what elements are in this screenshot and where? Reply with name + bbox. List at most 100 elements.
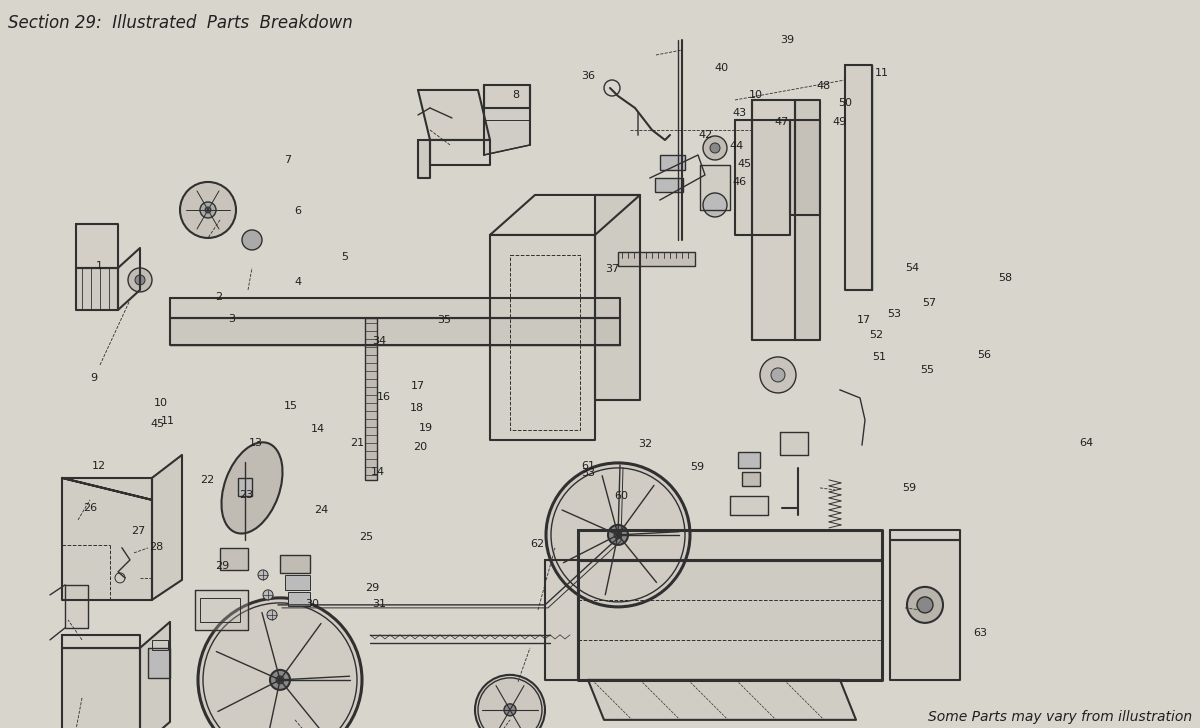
Text: 58: 58 — [998, 273, 1013, 283]
Text: 19: 19 — [419, 423, 433, 433]
Bar — [660, 155, 685, 170]
Polygon shape — [790, 120, 820, 215]
Bar — [200, 598, 240, 622]
Circle shape — [703, 193, 727, 217]
Circle shape — [614, 531, 622, 539]
Text: 31: 31 — [372, 599, 386, 609]
Text: 37: 37 — [605, 264, 619, 274]
Polygon shape — [890, 540, 960, 680]
Polygon shape — [418, 90, 490, 140]
Text: 20: 20 — [413, 442, 427, 452]
Bar — [738, 452, 760, 468]
Text: 46: 46 — [732, 177, 746, 187]
Text: 2: 2 — [215, 292, 222, 302]
Text: 6: 6 — [294, 206, 301, 216]
Text: 36: 36 — [581, 71, 595, 82]
Text: 47: 47 — [774, 117, 788, 127]
Text: 64: 64 — [1079, 438, 1093, 448]
Polygon shape — [62, 648, 140, 728]
Text: 24: 24 — [314, 505, 329, 515]
Text: 23: 23 — [239, 490, 253, 500]
Text: 10: 10 — [749, 90, 763, 100]
Text: 32: 32 — [638, 439, 653, 449]
Text: 10: 10 — [154, 397, 168, 408]
Text: 55: 55 — [920, 365, 935, 375]
Text: 52: 52 — [869, 330, 883, 340]
Text: 33: 33 — [581, 468, 595, 478]
Polygon shape — [170, 318, 620, 345]
Polygon shape — [588, 680, 856, 720]
Text: 12: 12 — [91, 461, 106, 471]
Circle shape — [263, 590, 274, 600]
Polygon shape — [140, 622, 170, 728]
Polygon shape — [418, 140, 430, 178]
Text: 51: 51 — [872, 352, 887, 362]
Circle shape — [258, 570, 268, 580]
Polygon shape — [152, 455, 182, 600]
Text: 59: 59 — [690, 462, 704, 472]
Text: 13: 13 — [248, 438, 263, 448]
Text: 11: 11 — [161, 416, 175, 426]
Text: 8: 8 — [512, 90, 520, 100]
Circle shape — [907, 587, 943, 623]
Bar — [152, 640, 168, 650]
Ellipse shape — [222, 443, 282, 534]
Bar — [286, 575, 310, 590]
Polygon shape — [578, 560, 882, 680]
Text: 42: 42 — [698, 130, 713, 140]
Bar — [238, 478, 252, 496]
Polygon shape — [730, 496, 768, 515]
Circle shape — [205, 207, 211, 213]
Text: 9: 9 — [90, 373, 97, 384]
Circle shape — [200, 202, 216, 218]
Bar — [288, 592, 310, 606]
Polygon shape — [578, 530, 882, 560]
Circle shape — [608, 525, 628, 545]
Text: 25: 25 — [359, 532, 373, 542]
Polygon shape — [595, 195, 640, 400]
Polygon shape — [490, 235, 595, 440]
Text: 61: 61 — [581, 461, 595, 471]
Text: 11: 11 — [875, 68, 889, 78]
Text: 17: 17 — [410, 381, 425, 391]
Polygon shape — [65, 585, 88, 628]
Text: Some Parts may vary from illustration: Some Parts may vary from illustration — [928, 710, 1192, 724]
Circle shape — [504, 704, 516, 716]
Text: 16: 16 — [377, 392, 391, 403]
Circle shape — [760, 357, 796, 393]
Bar — [148, 648, 170, 678]
Polygon shape — [545, 560, 578, 680]
Text: 56: 56 — [977, 350, 991, 360]
Circle shape — [266, 610, 277, 620]
Polygon shape — [845, 65, 872, 290]
Text: 7: 7 — [284, 155, 292, 165]
Text: 60: 60 — [614, 491, 629, 502]
Circle shape — [703, 136, 727, 160]
Text: 35: 35 — [437, 315, 451, 325]
Circle shape — [475, 675, 545, 728]
Circle shape — [276, 676, 284, 684]
Text: 18: 18 — [409, 403, 424, 413]
Text: 48: 48 — [816, 81, 830, 91]
Circle shape — [134, 275, 145, 285]
Circle shape — [198, 598, 362, 728]
Polygon shape — [76, 268, 118, 310]
Text: 21: 21 — [350, 438, 365, 448]
Text: 4: 4 — [294, 277, 301, 287]
Text: 17: 17 — [857, 315, 871, 325]
Text: 29: 29 — [215, 561, 229, 571]
Polygon shape — [752, 100, 796, 340]
Bar — [655, 178, 683, 192]
Polygon shape — [62, 635, 140, 648]
Polygon shape — [796, 100, 820, 340]
Text: 54: 54 — [905, 263, 919, 273]
Text: 29: 29 — [365, 583, 379, 593]
Polygon shape — [118, 248, 140, 310]
Text: 63: 63 — [973, 628, 988, 638]
Circle shape — [180, 182, 236, 238]
Circle shape — [242, 230, 262, 250]
Text: Section 29:  Illustrated  Parts  Breakdown: Section 29: Illustrated Parts Breakdown — [8, 14, 353, 32]
Text: 40: 40 — [714, 63, 728, 73]
Polygon shape — [62, 478, 152, 500]
Text: 45: 45 — [150, 419, 164, 430]
